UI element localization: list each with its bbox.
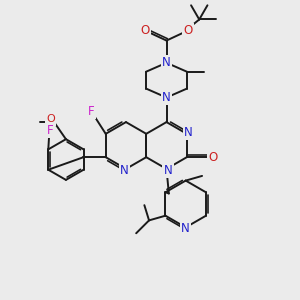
Text: N: N: [162, 91, 171, 104]
Text: N: N: [120, 164, 129, 177]
Text: N: N: [162, 56, 171, 69]
Text: O: O: [46, 114, 55, 124]
Text: O: O: [208, 151, 218, 164]
Text: O: O: [183, 24, 192, 38]
Text: F: F: [88, 105, 95, 118]
Text: N: N: [181, 222, 190, 236]
Text: F: F: [47, 124, 54, 136]
Text: N: N: [164, 164, 172, 177]
Text: O: O: [141, 24, 150, 38]
Text: N: N: [184, 126, 193, 139]
